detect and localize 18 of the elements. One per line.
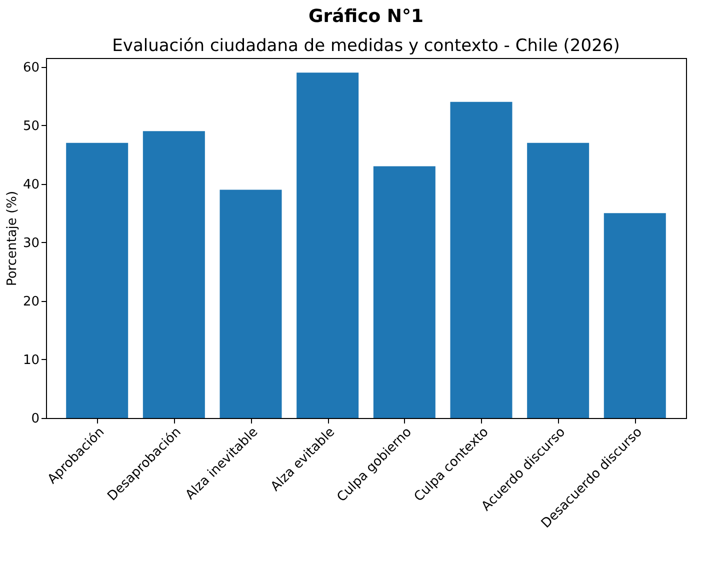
- y-axis-title: Porcentaje (%): [4, 190, 20, 286]
- y-tick-label: 0: [31, 412, 40, 426]
- chart-title: Gráfico N°1: [308, 6, 424, 27]
- bar: [373, 166, 436, 418]
- bar: [296, 72, 359, 418]
- chart-subtitle: Evaluación ciudadana de medidas y contexto - Chile (2026): [112, 36, 620, 56]
- y-tick-label: 40: [22, 177, 40, 192]
- bar: [66, 142, 128, 418]
- y-tick-label: 50: [22, 118, 40, 134]
- bar: [220, 190, 282, 418]
- bar: [450, 102, 512, 418]
- y-tick-label: 60: [22, 60, 40, 76]
- bar: [527, 142, 590, 418]
- bar: [142, 131, 205, 418]
- y-tick-label: 10: [22, 352, 40, 368]
- y-tick-label: 30: [22, 236, 40, 251]
- y-tick-label: 20: [22, 294, 40, 310]
- bar: [604, 213, 666, 418]
